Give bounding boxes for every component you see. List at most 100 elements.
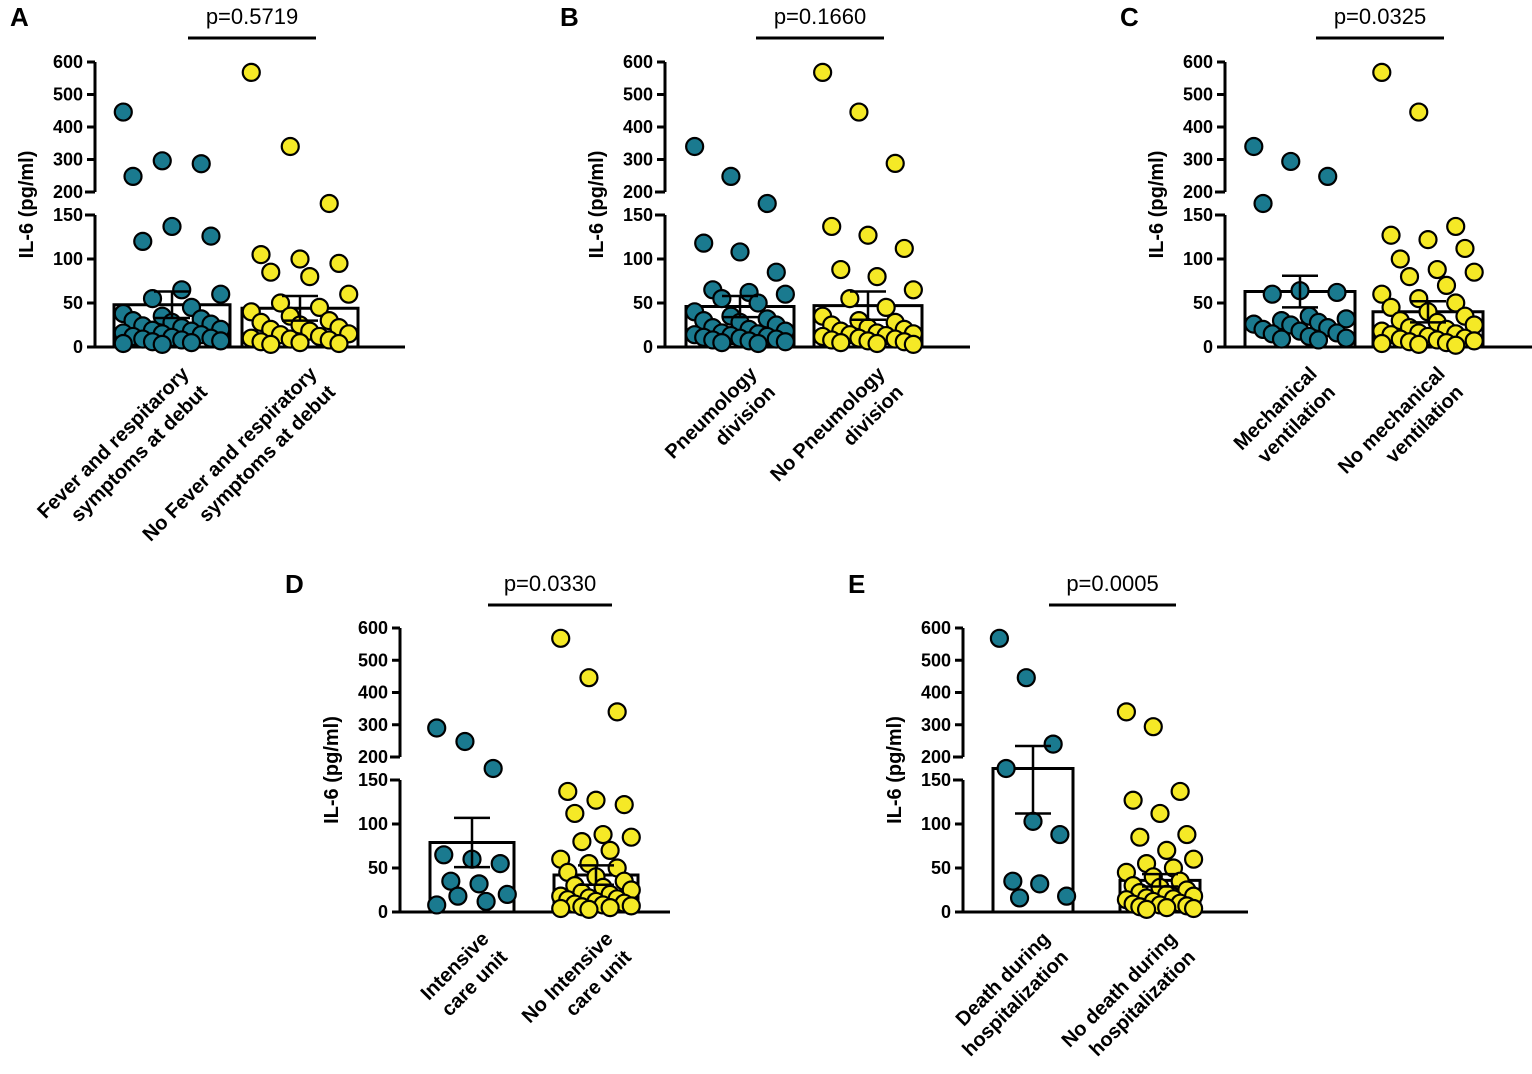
panel-c-y-tick-label: 400 (1183, 117, 1213, 137)
panel-d-group-1-data-point (497, 884, 517, 905)
panel-a-group-1-data-point (123, 166, 143, 186)
panel-b-y-tick-label: 100 (623, 249, 653, 269)
panel-a-group-1-data-point (152, 334, 172, 354)
panel-b-y-tick-label: 500 (623, 85, 653, 105)
panel-b-group-2-data-point (885, 153, 905, 173)
panel-d-group-1-data-point (476, 891, 496, 912)
panel-d-y-tick-label: 400 (358, 683, 388, 703)
panel-b-y-tick-label: 200 (623, 182, 653, 202)
panel-d-group-2-data-point (593, 824, 613, 845)
panel-d-group-1-data-point (427, 895, 447, 915)
panel-d-group-2-data-point (565, 803, 585, 824)
panel-a-group-2-data-point (261, 334, 281, 354)
panel-b-group-2-data-point (840, 289, 860, 309)
panel-e-group-2-category-label: No death duringhospitalization (1058, 928, 1200, 1070)
panel-a-y-tick-label: 600 (53, 52, 83, 72)
panel-a-y-tick-label: 300 (53, 150, 83, 170)
panel-d-group-2-category-label: No Intensivecare unit (518, 928, 636, 1046)
panel-d-y-tick-label: 600 (358, 618, 388, 638)
panel-b-group-2-data-point (831, 259, 851, 280)
panel-c-group-2-data-point (1409, 102, 1429, 122)
panel-c-y-tick-label: 150 (1183, 205, 1213, 225)
panel-d-group-2-data-point (551, 628, 571, 648)
panel-a-group-1-data-point (172, 280, 192, 300)
panel-d-group-2: No Intensivecare unit (518, 628, 641, 1046)
panel-b-group-1-data-point (694, 233, 714, 253)
panel-c-group-2: No mechanicalventilation (1334, 62, 1485, 478)
panel-e-group-2-data-point (1123, 790, 1143, 810)
panel-c-y-tick-label: 50 (1193, 293, 1213, 313)
panel-c-group-1-data-point (1318, 166, 1338, 186)
panel-c-group-1-data-point (1281, 151, 1301, 172)
panel-d-group-2-data-point (600, 840, 620, 861)
panel-e-group-1-data-point (1003, 871, 1023, 891)
panel-b-group-1-data-point (685, 136, 705, 157)
panel-b-group-1: Pneumologydivision (661, 136, 796, 463)
panel-c-group-2-data-point (1372, 333, 1392, 354)
panel-c-group-2-data-point (1390, 249, 1410, 269)
panel-c-group-2-data-point (1464, 262, 1484, 282)
panel-a-group-2-data-point (339, 284, 359, 304)
panel-a-y-tick-label: 50 (63, 293, 83, 313)
panel-b-y-tick-label: 300 (623, 150, 653, 170)
panel-e-y-tick-label: 150 (921, 770, 951, 790)
panel-a-group-1-data-point (181, 333, 202, 353)
panel-b-group-1-data-point (721, 166, 741, 186)
panel-b-group-1-data-point (775, 284, 795, 304)
panel-e-group-2-data-point (1150, 803, 1170, 824)
panel-e-group-1-data-point (1016, 668, 1036, 688)
panel-c-group-2-data-point (1455, 238, 1475, 259)
panel-b-group-2-data-point (894, 238, 914, 259)
panel-a-group-2-data-point (309, 297, 330, 317)
panel-c-y-tick-label: 0 (1203, 337, 1213, 357)
panel-e-y-tick-label: 500 (921, 650, 951, 670)
panel-b-group-2-data-point (831, 333, 851, 353)
panel-d-group-2-data-point (621, 827, 641, 847)
panel-d-y-tick-label: 200 (358, 747, 388, 767)
panel-e-group-2-data-point (1157, 897, 1177, 918)
panel-a-group-1-data-point (113, 102, 133, 122)
panel-c-group-1: Mechanicalventilation (1230, 136, 1357, 468)
panel-c-group-1-data-point (1271, 329, 1292, 349)
panel-a-group-1-data-point (191, 154, 211, 174)
panel-c-y-tick-label: 500 (1183, 85, 1213, 105)
panel-e-group-1-data-point (1050, 824, 1070, 845)
panel-b-y-tick-label: 600 (623, 52, 653, 72)
panel-d-group-2-data-point (614, 795, 634, 815)
panel-d-group-1-data-point (448, 886, 468, 906)
panel-e-y-tick-label: 300 (921, 715, 951, 735)
panel-e-y-tick-label: 600 (921, 618, 951, 638)
panel-a-group-1-data-point (152, 151, 172, 171)
panel-a-y-tick-label: 200 (53, 182, 83, 202)
panel-c: C 0 50 100 150 200 300 400 500 600 IL-6 (pg/ml) p=0… (1120, 2, 1532, 478)
panel-e-y-tick-label: 200 (921, 747, 951, 767)
panel-e-group-1-data-point (1023, 811, 1043, 831)
panel-a-group-2-data-point (329, 333, 349, 354)
panel-c-group-2-data-point (1372, 62, 1392, 83)
panel-e-group-2-data-point (1183, 849, 1204, 869)
panel-b-group-2: No Pneumologydivision (766, 62, 924, 486)
panel-c-group-1-data-point (1336, 309, 1356, 329)
panel-a-group-2-data-point (319, 193, 339, 214)
panel-e-group-2-data-point (1130, 827, 1150, 847)
panel-d-group-2-data-point (579, 668, 599, 688)
panel-a-group-1-data-point (211, 331, 231, 351)
panel-c-group-2-data-point (1372, 284, 1392, 304)
panel-a-group-2-data-point (329, 253, 349, 273)
panel-a-y-axis-title: IL-6 (pg/ml) (16, 151, 38, 259)
panel-e-group-1-data-point (989, 628, 1010, 648)
panel-a-group-2-data-point (290, 333, 310, 353)
panel-b-group-2-data-point (903, 334, 923, 354)
panel-d-group-2-data-point (607, 702, 627, 722)
panel-a-group-1-data-point (162, 216, 182, 237)
panel-b-p-value: p=0.1660 (774, 4, 866, 29)
panel-c-group-2-data-point (1418, 230, 1438, 250)
panel-b-y-axis-title: IL-6 (pg/ml) (586, 151, 608, 259)
panel-d: D 0 50 100 150 200 300 400 500 600 IL-6 (pg/ml) p=0… (285, 569, 670, 1046)
panel-c-y-tick-label: 300 (1183, 150, 1213, 170)
panel-a: A 0 50 100 150 200 300 400 500 600 IL-6 (pg/ml) p=0… (10, 2, 405, 546)
panel-d-group-1-data-point (427, 718, 447, 738)
panel-e-group-2-data-point (1170, 781, 1190, 802)
panel-d-letter: D (285, 569, 304, 599)
panel-c-group-1-data-point (1308, 330, 1329, 350)
